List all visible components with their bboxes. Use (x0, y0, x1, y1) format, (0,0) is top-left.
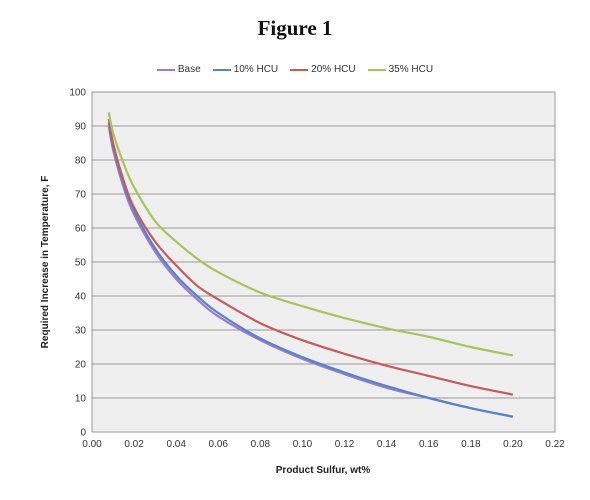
series-line-10-hcu (107, 122, 514, 418)
legend-label: Base (177, 64, 201, 75)
x-axis-label: Product Sulfur, wt% (276, 465, 371, 476)
y-tick-label: 90 (75, 122, 87, 133)
legend: Base 10% HCU 20% HCU 35% HCU (0, 64, 590, 75)
y-tick-labels: 0 10 20 30 40 50 60 70 80 90 100 (69, 88, 86, 439)
y-tick-label: 20 (75, 360, 87, 371)
x-tick-label: 0.14 (377, 439, 397, 450)
legend-swatch (212, 68, 231, 71)
series-line-35-hcu (107, 112, 514, 357)
y-tick-label: 40 (75, 292, 87, 303)
legend-swatch (367, 68, 386, 71)
legend-item: Base (156, 64, 201, 75)
series-lines (107, 112, 514, 418)
x-tick-labels: 0.00 0.02 0.04 0.06 0.08 0.10 0.12 0.14 0.16 0.18… (82, 439, 565, 450)
y-tick-label: 80 (75, 156, 87, 167)
y-tick-label: 50 (75, 258, 87, 269)
x-tick-label: 0.12 (335, 439, 355, 450)
legend-swatch (290, 68, 309, 71)
legend-swatch (156, 68, 175, 71)
x-tick-label: 0.04 (166, 439, 186, 450)
y-axis-label: Required Increase in Temperature, F (40, 176, 51, 349)
y-tick-label: 10 (75, 394, 87, 405)
legend-label: 20% HCU (311, 64, 356, 75)
legend-item: 20% HCU (290, 64, 356, 75)
x-tick-label: 0.18 (461, 439, 481, 450)
legend-item: 10% HCU (212, 64, 279, 75)
x-tick-label: 0.10 (293, 439, 313, 450)
legend-label: 10% HCU (233, 64, 279, 75)
y-tick-label: 0 (80, 428, 86, 439)
x-tick-label: 0.22 (545, 439, 565, 450)
y-tick-label: 100 (69, 88, 86, 99)
y-tick-label: 60 (75, 224, 87, 235)
legend-label: 35% HCU (388, 64, 434, 75)
y-tick-label: 70 (75, 190, 87, 201)
gridlines (92, 125, 555, 399)
x-tick-label: 0.00 (82, 439, 102, 450)
x-tick-label: 0.20 (503, 439, 523, 450)
x-tick-label: 0.08 (251, 439, 271, 450)
x-tick-label: 0.02 (124, 439, 144, 450)
chart-title: Figure 1 (257, 16, 333, 40)
x-tick-label: 0.06 (209, 439, 229, 450)
legend-item: 35% HCU (367, 64, 434, 75)
series-line-20-hcu (107, 119, 514, 396)
x-tick-label: 0.16 (419, 439, 439, 450)
y-tick-label: 30 (75, 326, 87, 337)
